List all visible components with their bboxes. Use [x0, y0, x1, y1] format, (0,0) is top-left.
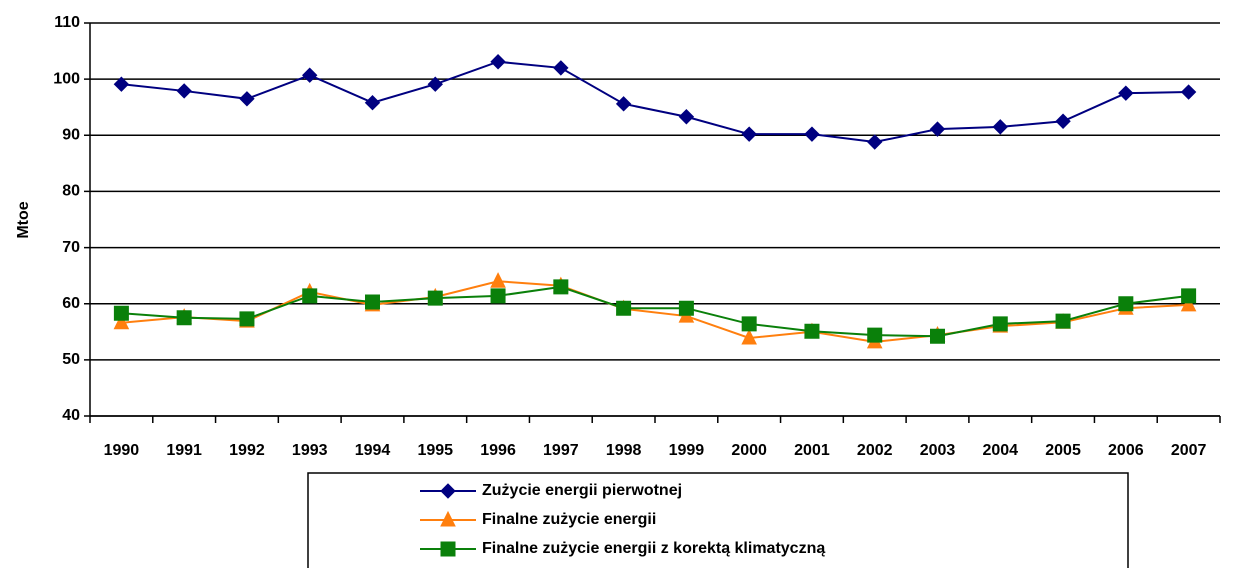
marker — [678, 300, 694, 316]
x-tick-label: 2006 — [1108, 442, 1144, 459]
x-tick-label: 1997 — [543, 442, 579, 459]
marker — [302, 288, 318, 304]
marker — [1118, 85, 1134, 101]
legend-marker — [440, 541, 456, 557]
marker — [1055, 113, 1071, 129]
x-tick-label: 1999 — [669, 442, 705, 459]
marker — [490, 272, 506, 288]
marker — [365, 294, 380, 310]
x-tick-label: 1993 — [292, 442, 328, 459]
marker — [553, 279, 569, 295]
y-tick-label: 60 — [62, 295, 80, 312]
marker — [678, 109, 695, 125]
marker — [804, 323, 820, 339]
marker — [929, 121, 946, 137]
series-line — [121, 280, 1189, 343]
marker — [302, 67, 318, 83]
legend-label: Zużycie energii pierwotnej — [482, 482, 682, 499]
series-line — [121, 285, 1189, 338]
marker — [615, 96, 632, 112]
marker — [427, 290, 443, 306]
y-tick-label: 50 — [62, 351, 80, 368]
x-tick-label: 2003 — [920, 442, 956, 459]
x-tick-label: 2001 — [794, 442, 830, 459]
x-tick-label: 1995 — [417, 442, 453, 459]
marker — [113, 313, 130, 330]
legend-marker — [440, 510, 456, 527]
marker — [930, 328, 945, 344]
x-tick-label: 1998 — [606, 442, 642, 459]
marker — [867, 134, 883, 150]
x-tick-label: 2004 — [982, 442, 1018, 459]
y-tick-label: 110 — [54, 14, 80, 31]
marker — [239, 91, 255, 107]
x-tick-label: 1990 — [104, 442, 140, 459]
marker — [804, 126, 820, 142]
legend-label: Finalne zużycie energii z korektą klimat… — [482, 540, 825, 557]
x-tick-label: 1992 — [229, 442, 265, 459]
x-tick-label: 1996 — [480, 442, 516, 459]
marker — [1180, 84, 1197, 100]
marker — [176, 310, 192, 326]
marker — [867, 327, 883, 343]
marker — [741, 126, 757, 142]
y-tick-label: 90 — [62, 127, 80, 144]
legend-label: Finalne zużycie energii — [482, 511, 656, 528]
y-tick-label: 40 — [62, 407, 80, 424]
marker — [1181, 288, 1197, 304]
marker — [992, 119, 1008, 135]
marker — [364, 95, 381, 111]
marker — [992, 316, 1008, 332]
legend-marker — [440, 483, 456, 499]
marker — [741, 316, 757, 332]
y-tick-label: 100 — [53, 70, 80, 87]
marker — [427, 76, 443, 92]
marker — [490, 54, 506, 70]
x-tick-label: 2005 — [1045, 442, 1081, 459]
series-line — [121, 60, 1189, 144]
marker — [1118, 296, 1134, 312]
x-tick-label: 2007 — [1171, 442, 1207, 459]
y-axis-label: Mtoe — [15, 201, 32, 238]
marker — [1180, 295, 1197, 312]
x-tick-label: 1991 — [166, 442, 202, 459]
x-tick-label: 2000 — [731, 442, 767, 459]
marker — [176, 83, 192, 99]
x-tick-label: 1994 — [355, 442, 391, 459]
marker — [239, 311, 255, 327]
marker — [553, 60, 569, 76]
marker — [741, 328, 757, 345]
y-tick-label: 80 — [62, 183, 80, 200]
marker — [113, 76, 130, 92]
marker — [616, 300, 632, 316]
marker — [490, 288, 506, 304]
marker — [113, 305, 129, 321]
x-tick-label: 2002 — [857, 442, 893, 459]
marker — [1055, 313, 1071, 329]
y-tick-label: 70 — [62, 239, 80, 256]
